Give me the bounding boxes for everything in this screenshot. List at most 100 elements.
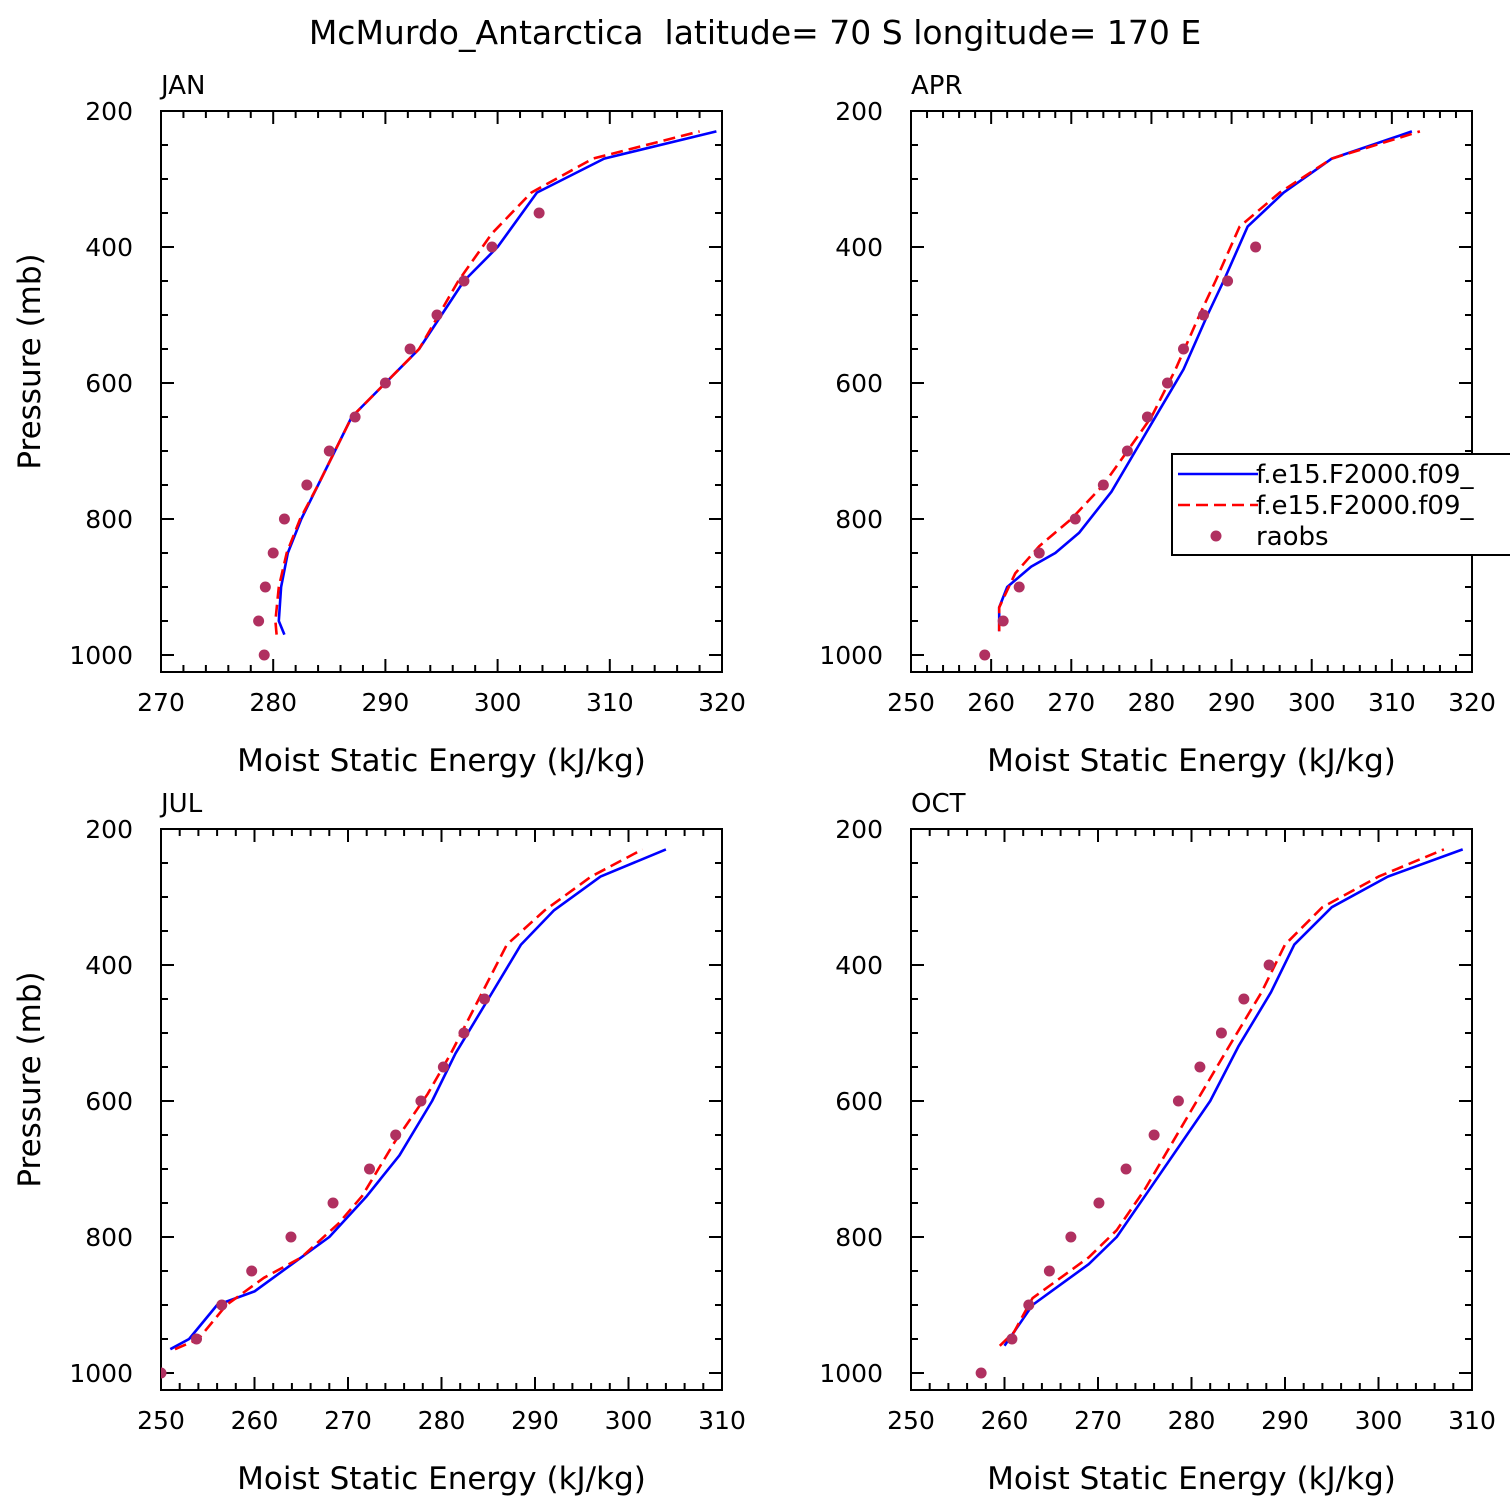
- raobs-point: [1250, 241, 1262, 253]
- x-tick-label: 310: [586, 688, 634, 717]
- legend-label: f.e15.F2000.f09_: [1256, 460, 1474, 490]
- raobs-point: [1069, 513, 1081, 525]
- x-tick-label: 310: [1448, 1406, 1496, 1435]
- raobs-point: [191, 1333, 203, 1345]
- x-tick-label: 270: [1074, 1406, 1122, 1435]
- raobs-point: [437, 1061, 449, 1073]
- x-tick-label: 270: [1047, 688, 1095, 717]
- x-tick-label: 280: [249, 688, 297, 717]
- raobs-point: [415, 1095, 427, 1107]
- x-tick-label: 280: [1168, 1406, 1216, 1435]
- raobs-point: [1023, 1299, 1035, 1311]
- raobs-point: [364, 1163, 376, 1175]
- y-tick-label: 600: [835, 369, 883, 398]
- x-tick-label: 290: [362, 688, 410, 717]
- raobs-point: [1263, 959, 1275, 971]
- y-tick-label: 400: [835, 233, 883, 262]
- series-group: [161, 848, 667, 1379]
- raobs-point: [1093, 1197, 1105, 1209]
- y-axis-label: Pressure (mb): [12, 253, 48, 469]
- raobs-point: [349, 411, 361, 423]
- raobs-point: [1161, 377, 1173, 389]
- x-tick-label: 250: [887, 1406, 935, 1435]
- x-axis-label: Moist Static Energy (kJ/kg): [237, 743, 646, 779]
- raobs-point: [431, 309, 443, 321]
- panel-title: OCT: [911, 789, 966, 819]
- panel-oct: 250 260 270 280 290 300 310 200 400 600 800 1000 OCT…: [819, 789, 1495, 1497]
- series-line-solid: [277, 130, 717, 636]
- panel-title: APR: [911, 71, 963, 101]
- x-tick-label: 320: [1448, 688, 1496, 717]
- raobs-point: [997, 615, 1009, 627]
- panel-title: JAN: [159, 71, 205, 101]
- raobs-point: [486, 241, 498, 253]
- plot-frame: [160, 110, 723, 673]
- x-tick-label: 300: [1355, 1406, 1403, 1435]
- raobs-point: [1120, 1163, 1132, 1175]
- raobs-point: [327, 1197, 339, 1209]
- series-line-dashed: [997, 130, 1421, 632]
- raobs-point: [1043, 1265, 1055, 1277]
- y-tick-label: 1000: [819, 1359, 883, 1388]
- y-tick-label: 1000: [69, 1359, 133, 1388]
- raobs-point: [1148, 1129, 1160, 1141]
- raobs-point: [1141, 411, 1153, 423]
- x-tick-label: 270: [137, 688, 185, 717]
- x-tick-label: 310: [1368, 688, 1416, 717]
- y-tick-label: 200: [85, 815, 133, 844]
- raobs-point: [1222, 275, 1234, 287]
- y-tick-label: 1000: [819, 641, 883, 670]
- x-tick-label: 290: [1261, 1406, 1309, 1435]
- raobs-point: [1065, 1231, 1077, 1243]
- series-group: [979, 130, 1421, 661]
- y-tick-label: 1000: [69, 641, 133, 670]
- legend-label: f.e15.F2000.f09_: [1256, 491, 1474, 521]
- x-tick-label: 300: [1288, 688, 1336, 717]
- series-line-solid: [1003, 848, 1464, 1347]
- raobs-point: [975, 1367, 987, 1379]
- raobs-point: [1198, 309, 1210, 321]
- raobs-point: [161, 1367, 167, 1379]
- x-tick-label: 280: [418, 1406, 466, 1435]
- raobs-point: [267, 547, 279, 559]
- x-tick-label: 260: [981, 1406, 1029, 1435]
- y-axis-label: Pressure (mb): [12, 971, 48, 1187]
- raobs-point: [258, 649, 270, 661]
- raobs-point: [1033, 547, 1045, 559]
- y-tick-label: 200: [835, 815, 883, 844]
- y-tick-label: 800: [835, 505, 883, 534]
- series-line-dashed: [174, 848, 644, 1351]
- raobs-point: [404, 343, 416, 355]
- series-line-solid: [169, 848, 667, 1351]
- panels-group: 270 280 290 300 310 320 200 400 600 800 1000 JAN Moi…: [12, 71, 1496, 1497]
- y-tick-label: 800: [85, 505, 133, 534]
- x-tick-label: 280: [1128, 688, 1176, 717]
- raobs-point: [479, 993, 491, 1005]
- plot-frame: [160, 828, 723, 1391]
- figure-title: McMurdo_Antarctica latitude= 70 S longit…: [309, 13, 1201, 52]
- raobs-point: [259, 581, 271, 593]
- x-tick-label: 260: [231, 1406, 279, 1435]
- raobs-point: [390, 1129, 402, 1141]
- legend: f.e15.F2000.f09_f.e15.F2000.f09_raobs: [1171, 453, 1510, 556]
- raobs-point: [379, 377, 391, 389]
- raobs-point: [458, 275, 470, 287]
- raobs-point: [253, 615, 265, 627]
- y-tick-label: 400: [85, 951, 133, 980]
- x-axis-label: Moist Static Energy (kJ/kg): [987, 743, 1396, 779]
- x-tick-label: 250: [887, 688, 935, 717]
- y-tick-label: 400: [835, 951, 883, 980]
- y-tick-label: 600: [835, 1087, 883, 1116]
- series-line-dashed: [274, 130, 700, 635]
- x-axis-label: Moist Static Energy (kJ/kg): [237, 1461, 646, 1497]
- series-group: [975, 848, 1464, 1379]
- y-tick-label: 800: [85, 1223, 133, 1252]
- series-group: [253, 130, 717, 661]
- panel-apr: 250 260 270 280 290 300 310 320 200 400 600 800 1000…: [819, 71, 1495, 779]
- raobs-point: [979, 649, 991, 661]
- y-tick-label: 600: [85, 1087, 133, 1116]
- raobs-point: [216, 1299, 228, 1311]
- raobs-point: [1121, 445, 1133, 457]
- raobs-point: [246, 1265, 258, 1277]
